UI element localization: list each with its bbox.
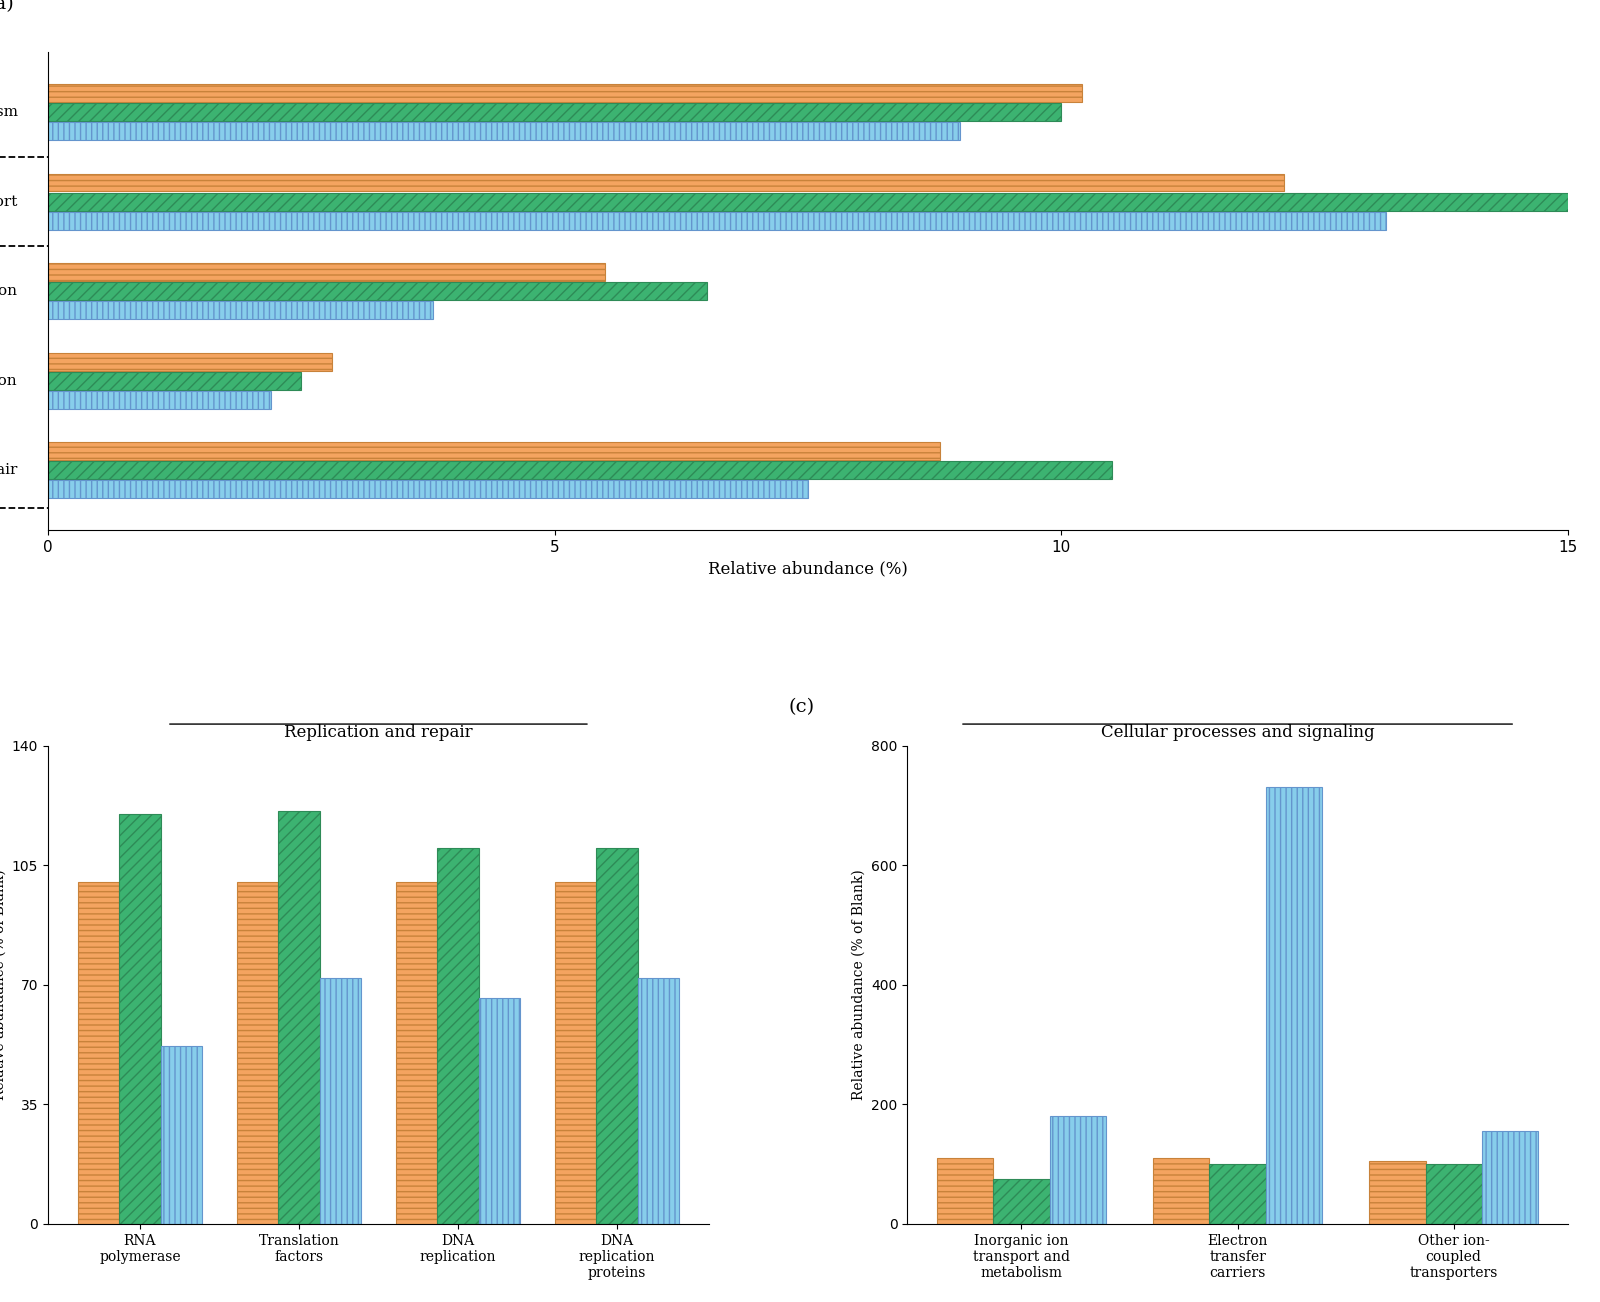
Y-axis label: Relative abundance (% of Blank): Relative abundance (% of Blank) [0,870,6,1100]
Text: Translation: Translation [0,284,18,298]
Bar [48,173,1285,191]
Bar [994,1180,1050,1224]
Bar [395,883,437,1224]
Text: Carbohydrate Metabolism: Carbohydrate Metabolism [0,105,18,120]
Title: Replication and repair: Replication and repair [285,724,472,741]
Bar [1426,1164,1482,1224]
Bar [1266,788,1322,1224]
Bar [1050,1116,1106,1224]
Bar [637,978,678,1224]
Title: Cellular processes and signaling: Cellular processes and signaling [1101,724,1374,741]
Bar [48,443,939,460]
Bar [48,122,960,141]
Bar [278,811,320,1224]
Bar [437,848,478,1224]
X-axis label: Relative abundance (%): Relative abundance (%) [709,561,907,578]
Bar [48,302,434,319]
Text: Membrane Transport: Membrane Transport [0,195,18,208]
Bar [48,372,301,389]
Bar [48,103,1061,121]
Bar [48,212,1386,230]
Y-axis label: Relative abundance (% of Blank): Relative abundance (% of Blank) [851,870,866,1100]
Bar [478,999,520,1224]
Bar [48,353,331,371]
Bar [48,391,270,409]
Bar [1370,1161,1426,1224]
Bar [1210,1164,1266,1224]
Bar [48,283,707,301]
Text: Replication and Repair: Replication and Repair [0,464,18,478]
Bar [48,461,1112,479]
Bar [120,814,160,1224]
Bar [48,263,605,281]
Bar [48,193,1589,211]
Bar [48,480,808,499]
Bar [78,883,120,1224]
Bar [555,883,597,1224]
Bar [1482,1131,1538,1224]
Text: (a): (a) [0,0,14,13]
Bar [48,85,1082,102]
Bar [1154,1157,1210,1224]
Bar [320,978,362,1224]
Bar [160,1047,202,1224]
Text: Transcription: Transcription [0,374,18,388]
Bar [597,848,637,1224]
Bar [237,883,278,1224]
Bar [938,1157,994,1224]
Text: (c): (c) [789,698,814,716]
